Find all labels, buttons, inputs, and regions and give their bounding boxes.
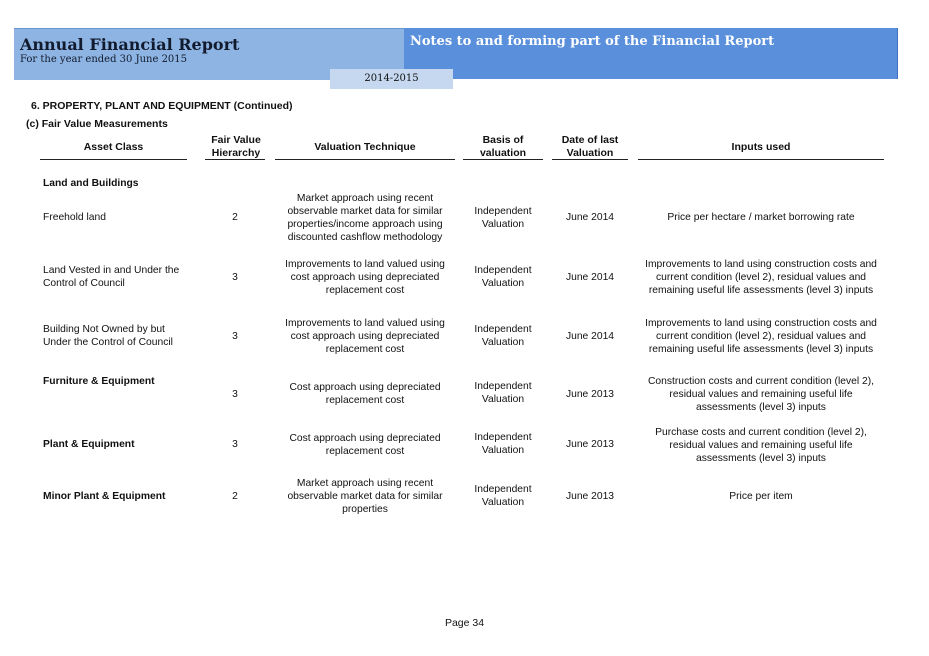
asset-class-cell: Building Not Owned by but Under the Cont… xyxy=(43,324,173,348)
col-header-technique: Valuation Technique xyxy=(314,140,416,153)
basis-cell: Independent Valuation xyxy=(474,265,532,289)
asset-class-cell: Land Vested in and Under the Control of … xyxy=(43,265,180,289)
technique-cell: Improvements to land valued using cost a… xyxy=(285,258,445,296)
hierarchy-cell: 2 xyxy=(232,490,238,502)
basis-cell: Independent Valuation xyxy=(474,432,532,456)
col-header-asset-class: Asset Class xyxy=(83,140,144,153)
col-header-hierarchy: Fair Value Hierarchy xyxy=(211,134,261,159)
group-heading: Land and Buildings xyxy=(43,177,139,189)
basis-cell: Independent Valuation xyxy=(474,206,532,230)
header-rule xyxy=(40,159,187,160)
technique-cell: Cost approach using depreciated replacem… xyxy=(289,382,441,406)
technique-cell: Cost approach using depreciated replacem… xyxy=(289,433,441,457)
date-cell: June 2013 xyxy=(565,490,615,502)
header-rule xyxy=(552,159,628,160)
basis-cell: Independent Valuation xyxy=(474,381,532,405)
hierarchy-cell: 3 xyxy=(232,271,238,283)
asset-class-cell: Freehold land xyxy=(43,211,106,223)
header-rule xyxy=(463,159,543,160)
report-title: Annual Financial Report xyxy=(20,35,240,54)
hierarchy-cell: 3 xyxy=(232,330,238,342)
date-cell: June 2014 xyxy=(565,271,615,283)
inputs-cell: Construction costs and current condition… xyxy=(647,375,875,413)
notes-title: Notes to and forming part of the Financi… xyxy=(410,34,775,49)
inputs-cell: Improvements to land using construction … xyxy=(645,258,877,296)
hierarchy-cell: 3 xyxy=(232,438,238,450)
asset-class-cell: Furniture & Equipment xyxy=(43,375,155,387)
basis-cell: Independent Valuation xyxy=(474,324,532,348)
col-header-inputs: Inputs used xyxy=(731,140,791,153)
header-rule xyxy=(205,159,265,160)
hierarchy-cell: 3 xyxy=(232,388,238,400)
date-cell: June 2014 xyxy=(565,330,615,342)
report-title-banner: Annual Financial Report For the year end… xyxy=(14,28,404,80)
basis-cell: Independent Valuation xyxy=(474,484,532,508)
technique-cell: Improvements to land valued using cost a… xyxy=(285,317,445,355)
year-tab: 2014-2015 xyxy=(330,69,453,89)
hierarchy-cell: 2 xyxy=(232,211,238,223)
report-period: For the year ended 30 June 2015 xyxy=(20,54,188,65)
technique-cell: Market approach using recent observable … xyxy=(287,477,443,515)
date-cell: June 2013 xyxy=(565,438,615,450)
col-header-basis: Basis of valuation xyxy=(479,134,527,159)
asset-class-cell: Minor Plant & Equipment xyxy=(43,490,166,502)
page-number: Page 34 xyxy=(444,617,485,629)
subsection-title: (c) Fair Value Measurements xyxy=(26,118,168,130)
section-title: 6. PROPERTY, PLANT AND EQUIPMENT (Contin… xyxy=(31,100,293,112)
inputs-cell: Price per hectare / market borrowing rat… xyxy=(667,211,855,223)
header-rule xyxy=(275,159,455,160)
inputs-cell: Purchase costs and current condition (le… xyxy=(655,426,867,464)
date-cell: June 2014 xyxy=(565,211,615,223)
header-rule xyxy=(638,159,884,160)
notes-banner: Notes to and forming part of the Financi… xyxy=(404,28,898,79)
date-cell: June 2013 xyxy=(565,388,615,400)
inputs-cell: Price per item xyxy=(729,490,793,502)
asset-class-cell: Plant & Equipment xyxy=(43,438,135,450)
technique-cell: Market approach using recent observable … xyxy=(287,193,443,243)
inputs-cell: Improvements to land using construction … xyxy=(645,317,877,355)
col-header-date: Date of last Valuation xyxy=(561,134,619,159)
